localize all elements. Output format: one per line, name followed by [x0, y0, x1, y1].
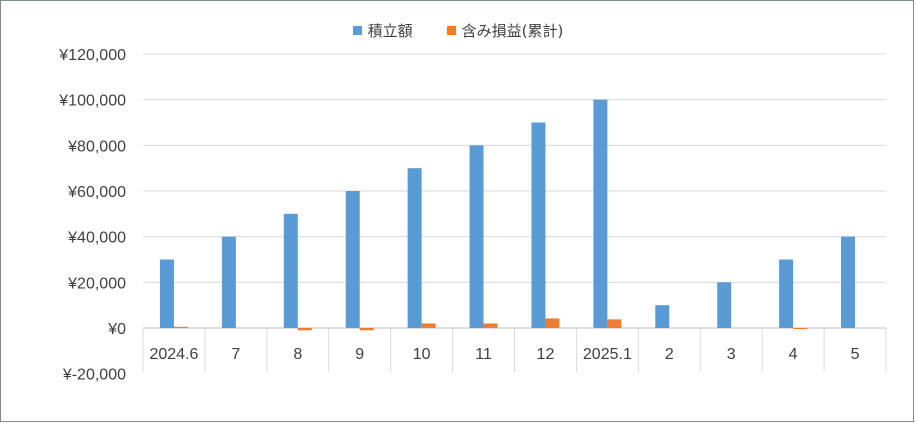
bar-layer — [159, 99, 856, 331]
y-axis-ticks: ¥120,000 ¥100,000 ¥80,000 ¥60,000 ¥40,000 ¥20… — [58, 47, 126, 384]
y-tick-label: ¥-20,000 — [62, 367, 126, 384]
y-tick-label: ¥80,000 — [67, 138, 126, 155]
x-tick-label: 7 — [231, 346, 240, 363]
y-tick-label: ¥120,000 — [58, 47, 126, 64]
y-tick-label: ¥40,000 — [67, 230, 126, 247]
y-tick-label: ¥60,000 — [67, 184, 126, 201]
bar-contribution — [283, 213, 298, 328]
bar-contribution — [221, 236, 236, 328]
x-tick-label: 12 — [537, 346, 555, 363]
legend-item-series-2: 含み損益(累計) — [446, 20, 564, 41]
bar-unrealized-pl — [793, 328, 808, 329]
bar-contribution — [407, 168, 422, 328]
x-tick-label: 8 — [293, 346, 302, 363]
x-tick-label: 9 — [355, 346, 364, 363]
bar-contribution — [469, 145, 484, 328]
x-tick-label: 4 — [789, 346, 798, 363]
y-tick-label: ¥20,000 — [67, 275, 126, 292]
grid-layer — [142, 53, 887, 372]
legend-label-series-1: 積立額 — [367, 22, 413, 40]
bar-contribution — [841, 236, 856, 328]
bar-contribution — [593, 99, 608, 329]
bar-contribution — [717, 282, 732, 328]
legend-swatch-series-1 — [352, 26, 362, 35]
bar-unrealized-pl — [545, 318, 560, 328]
bar-unrealized-pl — [359, 328, 374, 331]
bar-unrealized-pl — [483, 323, 498, 328]
y-tick-label: ¥100,000 — [58, 93, 126, 110]
x-tick-label: 2025.1 — [583, 346, 632, 363]
legend-item-series-1: 積立額 — [352, 20, 413, 41]
bar-unrealized-pl — [297, 328, 312, 331]
bar-unrealized-pl — [421, 323, 436, 328]
bar-contribution — [655, 305, 670, 328]
bar-contribution — [531, 122, 546, 328]
bar-contribution — [345, 191, 360, 328]
bar-unrealized-pl — [173, 326, 188, 328]
x-tick-label: 3 — [727, 346, 736, 363]
legend-label-series-2: 含み損益(累計) — [461, 22, 564, 40]
x-tick-label: 2 — [665, 346, 674, 363]
x-tick-label: 10 — [413, 346, 431, 363]
bar-contribution — [159, 259, 174, 328]
x-axis-ticks: 2024.6 7 8 9 10 11 12 2025.1 2 3 4 5 — [149, 346, 859, 363]
x-tick-label: 11 — [475, 346, 492, 363]
chart-legend: 積立額 含み損益(累計) — [0, 20, 916, 41]
y-tick-label: ¥0 — [107, 321, 126, 338]
bar-contribution — [779, 259, 794, 328]
x-tick-label: 2024.6 — [149, 346, 198, 363]
x-tick-label: 5 — [851, 346, 860, 363]
bar-unrealized-pl — [607, 319, 622, 328]
legend-swatch-series-2 — [446, 26, 456, 35]
